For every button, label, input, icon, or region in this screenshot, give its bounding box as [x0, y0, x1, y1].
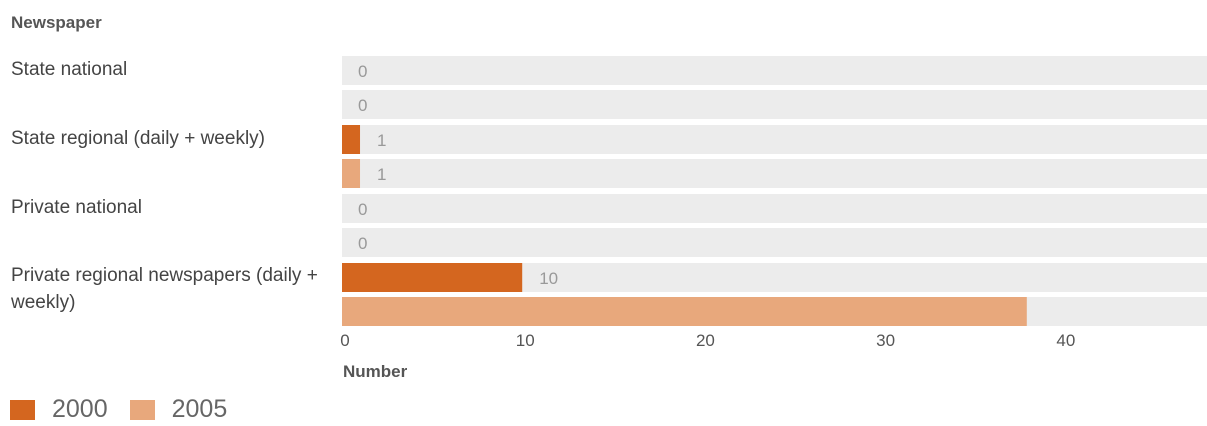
x-tick-label: 30 — [876, 331, 895, 350]
data-label: 10 — [539, 269, 558, 288]
bar-2005 — [342, 297, 1027, 326]
bar-track — [342, 228, 1207, 257]
data-label: 0 — [358, 234, 367, 253]
legend-label-2005: 2005 — [171, 395, 228, 423]
bar-track — [342, 159, 1207, 188]
category-label-state-regional: State regional (daily + weekly) — [11, 128, 265, 149]
data-label: 0 — [358, 200, 367, 219]
legend-label-2000: 2000 — [52, 395, 108, 423]
x-tick-label: 0 — [340, 331, 349, 350]
bar-2000 — [342, 125, 361, 154]
data-label: 1 — [377, 165, 386, 184]
bar-track — [342, 194, 1207, 223]
bar-2000 — [342, 263, 523, 292]
data-label: 1 — [377, 131, 386, 150]
bar-2005 — [342, 159, 361, 188]
legend-swatch-2005 — [129, 399, 155, 420]
category-label-state-national: State national — [11, 59, 128, 80]
bar-track — [342, 125, 1207, 154]
legend-swatch-2000 — [10, 399, 35, 420]
category-label-private-national: Private national — [11, 197, 142, 218]
legend-item-2000: 2000 — [10, 395, 108, 424]
x-tick-label: 20 — [696, 331, 715, 350]
data-label: 0 — [358, 96, 367, 115]
category-axis-title: Newspaper — [11, 13, 102, 32]
bar-track — [342, 56, 1207, 85]
x-tick-label: 40 — [1056, 331, 1075, 350]
bar-track — [342, 90, 1207, 119]
legend-item-2005: 2005 — [129, 395, 228, 424]
data-label: 0 — [358, 62, 367, 81]
x-tick-label: 10 — [516, 331, 535, 350]
legend: 2000 2005 — [10, 395, 249, 424]
category-label-private-regional: Private regional newspapers (daily + wee… — [11, 265, 318, 313]
value-axis-title: Number — [343, 362, 408, 381]
